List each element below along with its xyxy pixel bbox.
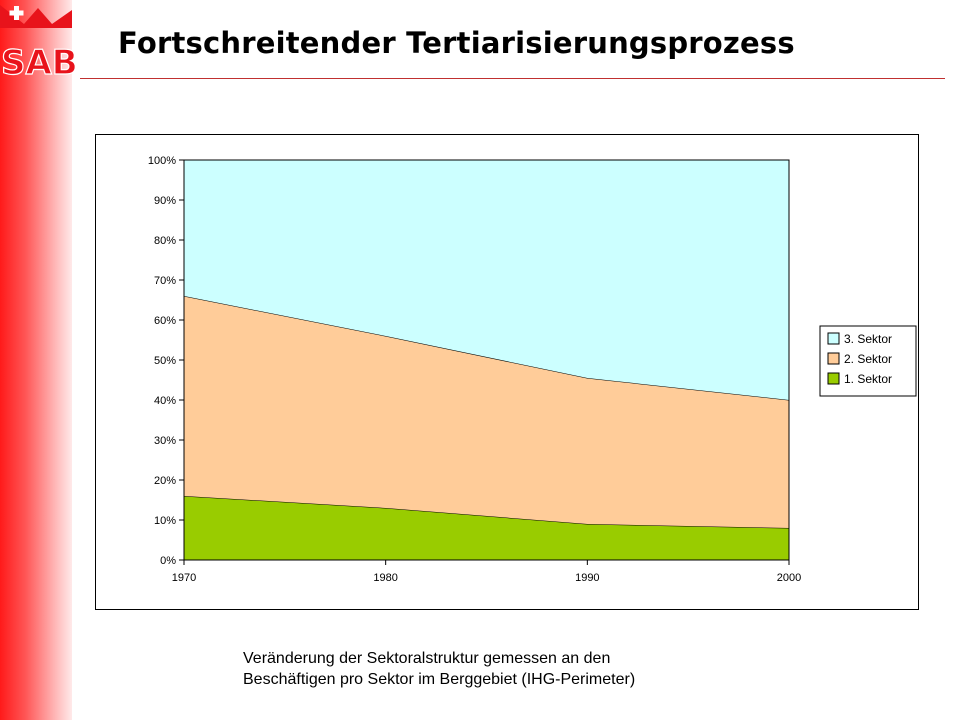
y-tick-label: 10% bbox=[154, 515, 176, 527]
mountain-cross-icon bbox=[0, 5, 72, 28]
legend-swatch bbox=[827, 332, 840, 345]
area-chart: 0%10%20%30%40%50%60%70%80%90%100% 1970 19… bbox=[148, 155, 917, 584]
caption-line-2: Beschäftigen pro Sektor im Berggebiet (I… bbox=[243, 671, 636, 688]
chart-caption: Veränderung der Sektoralstruktur gemesse… bbox=[243, 648, 763, 690]
y-tick-label: 20% bbox=[154, 475, 176, 487]
y-tick-label: 30% bbox=[154, 435, 176, 447]
sab-logo: SAB bbox=[0, 5, 78, 80]
legend-swatch bbox=[827, 372, 840, 385]
x-axis: 1970 1980 1990 2000 bbox=[172, 560, 801, 584]
area-series-1-sektor bbox=[184, 496, 789, 560]
page-title: Fortschreitender Tertiarisierungsprozess bbox=[118, 26, 795, 60]
legend-label: 3. Sektor bbox=[844, 332, 892, 346]
x-tick-label: 2000 bbox=[777, 572, 801, 584]
y-tick-label: 80% bbox=[154, 235, 176, 247]
chart-legend: 3. Sektor 2. Sektor 1. Sektor bbox=[819, 325, 917, 397]
legend-label: 1. Sektor bbox=[844, 372, 892, 386]
legend-label: 2. Sektor bbox=[844, 352, 892, 366]
area-series-3-sektor bbox=[184, 160, 789, 400]
y-tick-label: 70% bbox=[154, 275, 176, 287]
y-tick-label: 100% bbox=[148, 155, 176, 167]
y-axis: 0% 10% 20% 30% 40% 50% 60% 70% 80% 90% 100% bbox=[148, 155, 184, 567]
area-series-2-sektor bbox=[184, 296, 789, 528]
legend-swatch bbox=[827, 352, 840, 365]
y-tick-label: 40% bbox=[154, 395, 176, 407]
x-tick-label: 1990 bbox=[575, 572, 599, 584]
x-tick-label: 1980 bbox=[373, 572, 397, 584]
logo-text: SAB bbox=[1, 43, 78, 80]
y-tick-label: 60% bbox=[154, 315, 176, 327]
side-gradient-strip bbox=[0, 0, 72, 720]
y-tick-label: 50% bbox=[154, 355, 176, 367]
title-divider bbox=[80, 78, 945, 79]
x-tick-label: 1970 bbox=[172, 572, 196, 584]
y-tick-label: 90% bbox=[154, 195, 176, 207]
chart-areas bbox=[183, 159, 790, 561]
y-tick-label: 0% bbox=[160, 555, 176, 567]
caption-line-1: Veränderung der Sektoralstruktur gemesse… bbox=[243, 650, 611, 667]
